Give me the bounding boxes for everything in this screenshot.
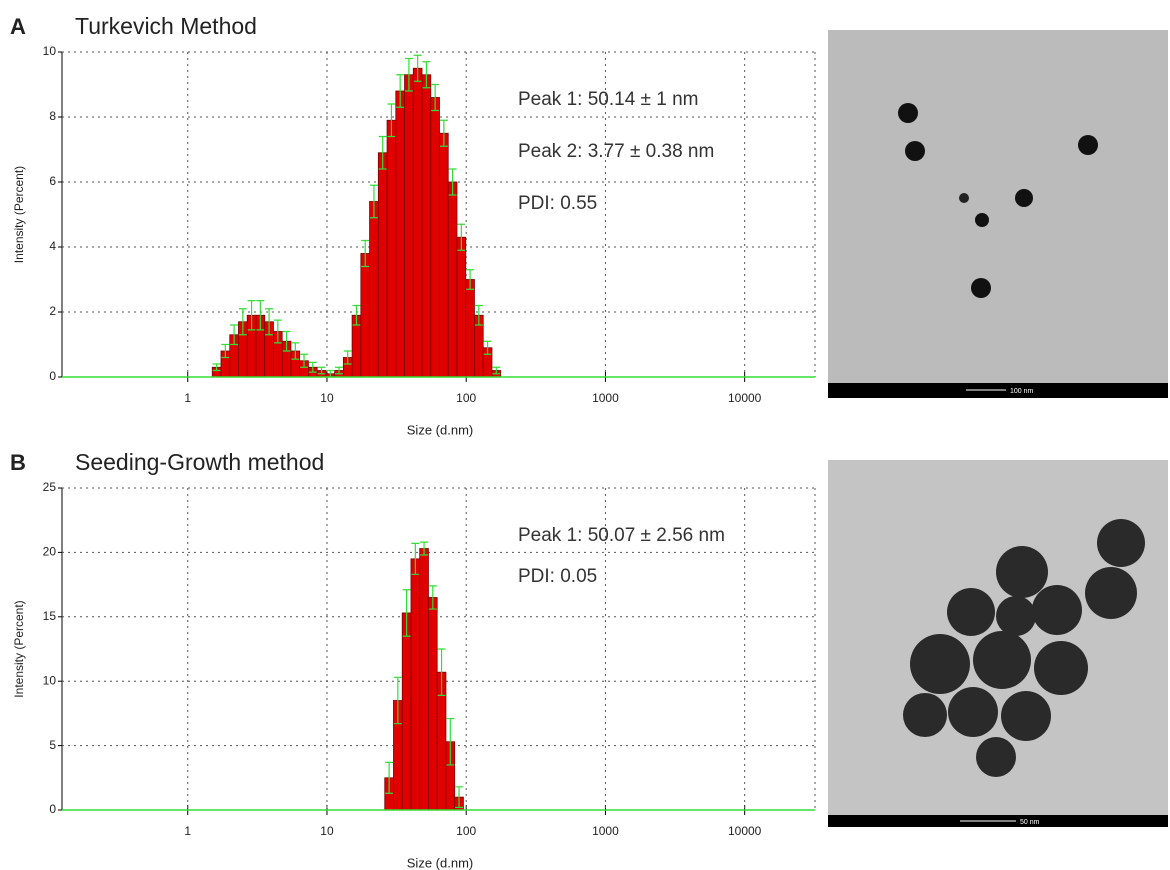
annotation: Peak 2: 3.77 ± 0.38 nm [518, 141, 714, 162]
error-bar [428, 585, 437, 610]
bar [456, 236, 467, 378]
x-tick-label: 10 [320, 391, 334, 405]
x-tick-label: 10 [320, 824, 334, 838]
tem-image-a: 100 nm [828, 30, 1168, 398]
error-bar [431, 83, 440, 112]
bar [386, 119, 397, 378]
y-tick-label: 20 [43, 545, 57, 559]
error-bar [422, 61, 431, 89]
x-tick-label: 1000 [592, 824, 619, 838]
y-tick-label: 10 [43, 673, 57, 687]
error-bar [413, 54, 422, 82]
y-tick-label: 4 [49, 239, 56, 253]
y-tick-label: 6 [49, 174, 56, 188]
error-bar [437, 648, 446, 696]
x-axis-label: Size (d.nm) [407, 422, 473, 437]
error-bar [404, 57, 413, 92]
error-bar [387, 103, 396, 138]
error-bar [439, 119, 448, 147]
bar [360, 253, 370, 378]
error-bar [291, 342, 300, 360]
error-bar [265, 308, 274, 336]
annotation: PDI: 0.55 [518, 193, 597, 214]
error-bar [212, 363, 221, 372]
error-bar [317, 366, 326, 375]
x-tick-label: 1000 [592, 391, 619, 405]
error-bar [300, 353, 309, 368]
x-tick-label: 10000 [728, 824, 762, 838]
tem-image-b: 50 nm [828, 460, 1168, 827]
scale-label: 100 nm [1010, 388, 1034, 395]
y-axis-label: Intensity (Percent) [12, 166, 26, 263]
bar [465, 279, 475, 378]
bar [369, 201, 379, 378]
y-tick-label: 0 [49, 802, 56, 816]
chart-title: Seeding-Growth method [75, 449, 324, 475]
error-bar [230, 324, 239, 346]
bar [428, 597, 438, 811]
bar [439, 132, 449, 378]
y-tick-label: 25 [43, 480, 57, 494]
bar [377, 152, 388, 378]
error-bar [411, 542, 420, 575]
scale-label: 50 nm [1020, 819, 1040, 826]
error-bar [369, 184, 378, 219]
error-bar [385, 761, 394, 794]
bar [447, 181, 458, 378]
error-bar [492, 366, 501, 375]
error-bar [466, 269, 475, 290]
error-bar [483, 340, 492, 355]
error-bar [393, 676, 402, 725]
error-bar [256, 300, 265, 331]
x-tick-label: 10000 [728, 391, 762, 405]
y-tick-label: 8 [49, 109, 56, 123]
bar [412, 67, 423, 378]
bar [395, 90, 405, 378]
bar [421, 74, 432, 378]
annotation: Peak 1: 50.07 ± 2.56 nm [518, 525, 725, 546]
error-bar [446, 717, 455, 766]
annotation: PDI: 0.05 [518, 566, 597, 587]
x-tick-label: 100 [456, 391, 476, 405]
annotation: Peak 1: 50.14 ± 1 nm [518, 89, 698, 110]
error-bar [308, 361, 317, 373]
y-tick-label: 5 [49, 738, 56, 752]
x-tick-label: 1 [184, 391, 191, 405]
bar [410, 558, 421, 811]
error-bar [378, 135, 387, 170]
y-tick-label: 2 [49, 304, 56, 318]
error-bar [420, 541, 429, 556]
panel-letter: B [10, 450, 26, 475]
error-bar [221, 343, 230, 359]
bar [404, 74, 414, 378]
error-bar [474, 304, 483, 326]
bar [401, 612, 412, 811]
error-bar [448, 168, 457, 196]
y-axis-label: Intensity (Percent) [12, 600, 26, 697]
y-tick-label: 0 [49, 369, 56, 383]
error-bar [282, 330, 291, 352]
error-bar [352, 304, 361, 326]
error-bar [402, 589, 411, 637]
error-bar [247, 300, 256, 331]
error-bar [343, 350, 352, 365]
y-tick-label: 10 [43, 44, 57, 58]
panel-letter: A [10, 14, 26, 39]
error-bar [361, 239, 370, 268]
error-bar [238, 308, 247, 336]
error-bar [273, 319, 282, 344]
error-bar [455, 786, 464, 809]
x-tick-label: 1 [184, 824, 191, 838]
error-bar [334, 366, 343, 375]
bar [430, 97, 440, 378]
error-bar [457, 223, 466, 251]
y-tick-label: 15 [43, 609, 57, 623]
chart-title: Turkevich Method [75, 13, 257, 39]
x-axis-label: Size (d.nm) [407, 855, 473, 870]
error-bar [396, 74, 405, 108]
bar [419, 548, 429, 811]
x-tick-label: 100 [456, 824, 476, 838]
